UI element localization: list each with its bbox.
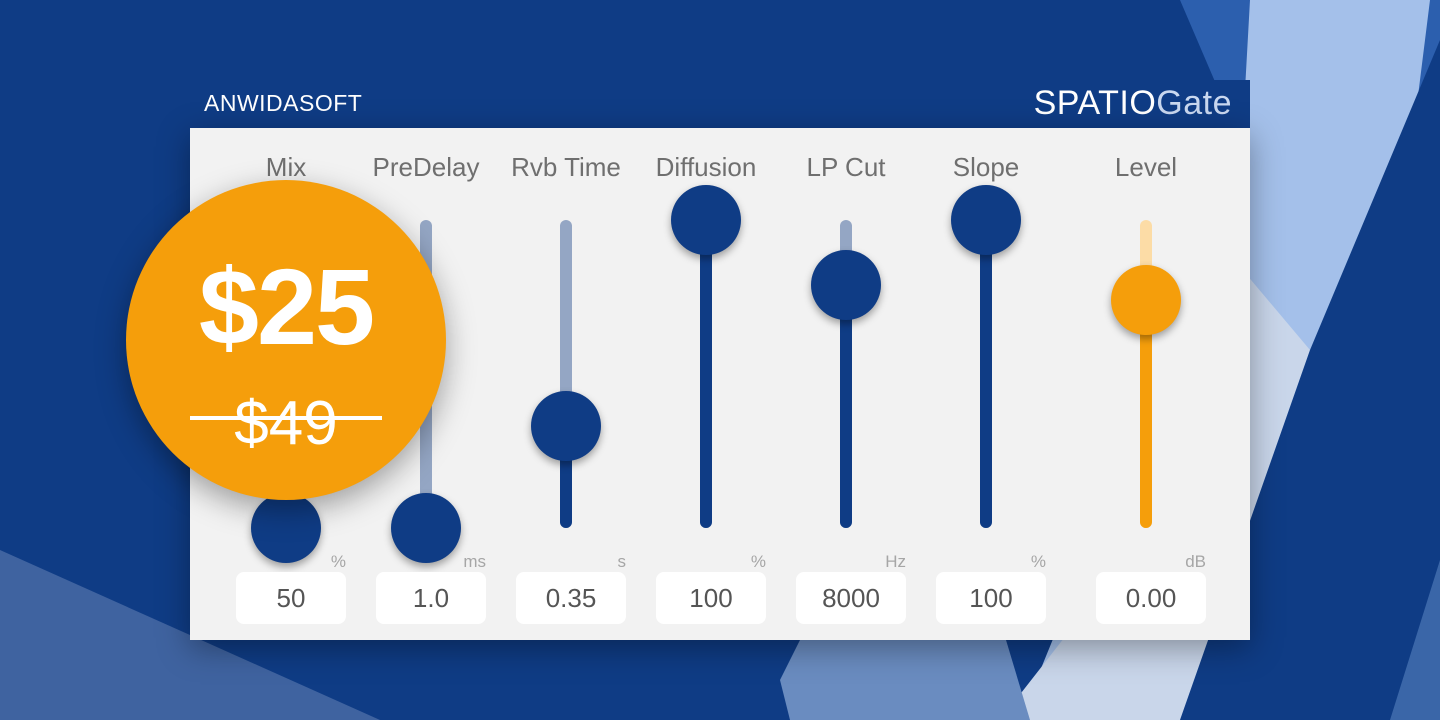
unit-label: % — [330, 552, 346, 571]
slider-thumb-mix[interactable] — [251, 493, 321, 563]
slider-thumb-slope[interactable] — [951, 185, 1021, 255]
slider-thumb-predelay[interactable] — [391, 493, 461, 563]
channel-slope: Slope% 100 — [916, 128, 1056, 640]
channel-label: Level — [1114, 152, 1178, 182]
price-original: $49 — [234, 389, 338, 458]
slider-thumb-lp-cut[interactable] — [811, 249, 881, 320]
slider-thumb-rvb-time[interactable] — [531, 391, 601, 462]
channel-label: Rvb Time — [511, 152, 621, 182]
value-field-diffusion[interactable]: 100 — [656, 572, 766, 624]
channel-level: Level dB 0.00 — [1076, 128, 1216, 640]
price-strikethrough — [190, 416, 382, 420]
unit-label: % — [750, 552, 766, 571]
channel-diffusion: Diffusion% 100 — [636, 128, 776, 640]
price-badge: $25 $49 — [126, 180, 446, 500]
channel-label: Diffusion — [655, 152, 757, 182]
product-title: SPATIOGate — [1034, 84, 1232, 123]
value-field-rvb-time[interactable]: 0.35 — [516, 572, 626, 624]
slider-fill — [1140, 300, 1152, 528]
slider-thumb-diffusion[interactable] — [671, 185, 741, 255]
product-name-light: Gate — [1156, 84, 1232, 122]
unit-label: s — [617, 552, 627, 571]
channel-label: Mix — [265, 152, 307, 182]
unit-label: Hz — [885, 552, 906, 571]
price-current: $25 — [198, 246, 375, 367]
value-field-predelay[interactable]: 1.0 — [376, 572, 486, 624]
unit-label: dB — [1185, 552, 1206, 571]
channel-label: Slope — [952, 152, 1020, 182]
value-field-level[interactable]: 0.00 — [1096, 572, 1206, 624]
slider-fill — [840, 284, 852, 528]
value-field-mix[interactable]: 50 — [236, 572, 346, 624]
plugin-header: ANWIDASOFT SPATIOGate — [190, 80, 1250, 128]
unit-label: % — [1030, 552, 1046, 571]
channel-rvb-time: Rvb Time s 0.35 — [496, 128, 636, 640]
channel-lp-cut: LP Cut Hz 8000 — [776, 128, 916, 640]
value-field-lp-cut[interactable]: 8000 — [796, 572, 906, 624]
channel-label: LP Cut — [806, 152, 886, 182]
slider-thumb-level[interactable] — [1111, 265, 1181, 336]
product-name-bold: SPATIO — [1033, 84, 1157, 122]
value-field-slope[interactable]: 100 — [936, 572, 1046, 624]
slider-fill — [700, 220, 712, 528]
unit-label: ms — [463, 552, 486, 571]
channel-predelay: PreDelay ms 1.0 — [356, 128, 496, 640]
channel-label: PreDelay — [372, 152, 480, 182]
brand-logo: ANWIDASOFT — [204, 90, 363, 116]
bg-shape — [1390, 560, 1440, 720]
slider-fill — [980, 220, 992, 528]
